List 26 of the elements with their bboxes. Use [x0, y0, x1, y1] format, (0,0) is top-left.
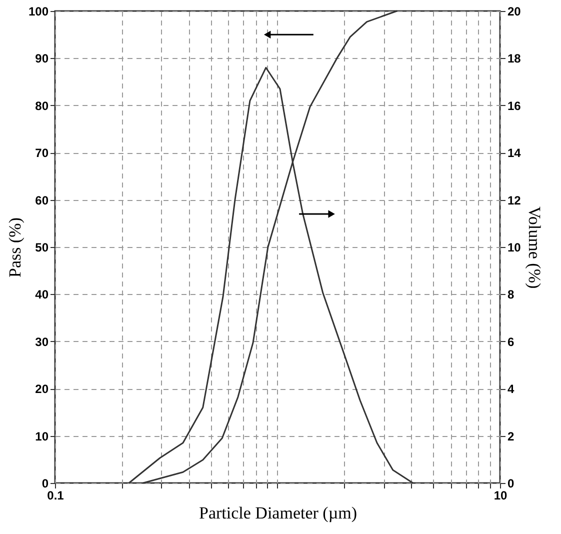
- y-tick-label: 20: [35, 382, 49, 396]
- y-tick-label: 60: [35, 193, 49, 208]
- x-axis-title: Particle Diameter (µm): [198, 504, 358, 522]
- y-axis-title: Pass (%): [5, 218, 24, 278]
- y2-tick-label: 20: [508, 4, 522, 18]
- y2-axis-title: Volume (%): [524, 206, 544, 289]
- y2-tick-label: 4: [508, 382, 514, 396]
- y2-tick-label: 18: [508, 52, 522, 66]
- y-tick-label: 30: [35, 334, 49, 349]
- y-tick-label: 70: [35, 146, 49, 160]
- y2-tick-label: 14: [508, 146, 522, 160]
- y2-tick-label: 12: [508, 193, 522, 208]
- y-tick-label: 90: [35, 52, 49, 66]
- y-tick-label: 100: [28, 4, 49, 18]
- y-tick-label: 10: [35, 429, 49, 444]
- y2-tick-label: 10: [508, 240, 522, 254]
- y2-tick-label: 6: [508, 334, 514, 349]
- y-tick-label: 50: [35, 240, 49, 254]
- x-tick-label: 0.1: [47, 488, 64, 502]
- y2-tick-label: 8: [508, 288, 514, 302]
- y-tick-label: 80: [35, 98, 49, 113]
- y2-tick-label: 16: [508, 98, 522, 113]
- y2-tick-label: 0: [508, 476, 514, 490]
- y-tick-label: 0: [42, 476, 49, 490]
- y2-tick-label: 2: [508, 429, 514, 444]
- y-tick-label: 40: [35, 288, 49, 302]
